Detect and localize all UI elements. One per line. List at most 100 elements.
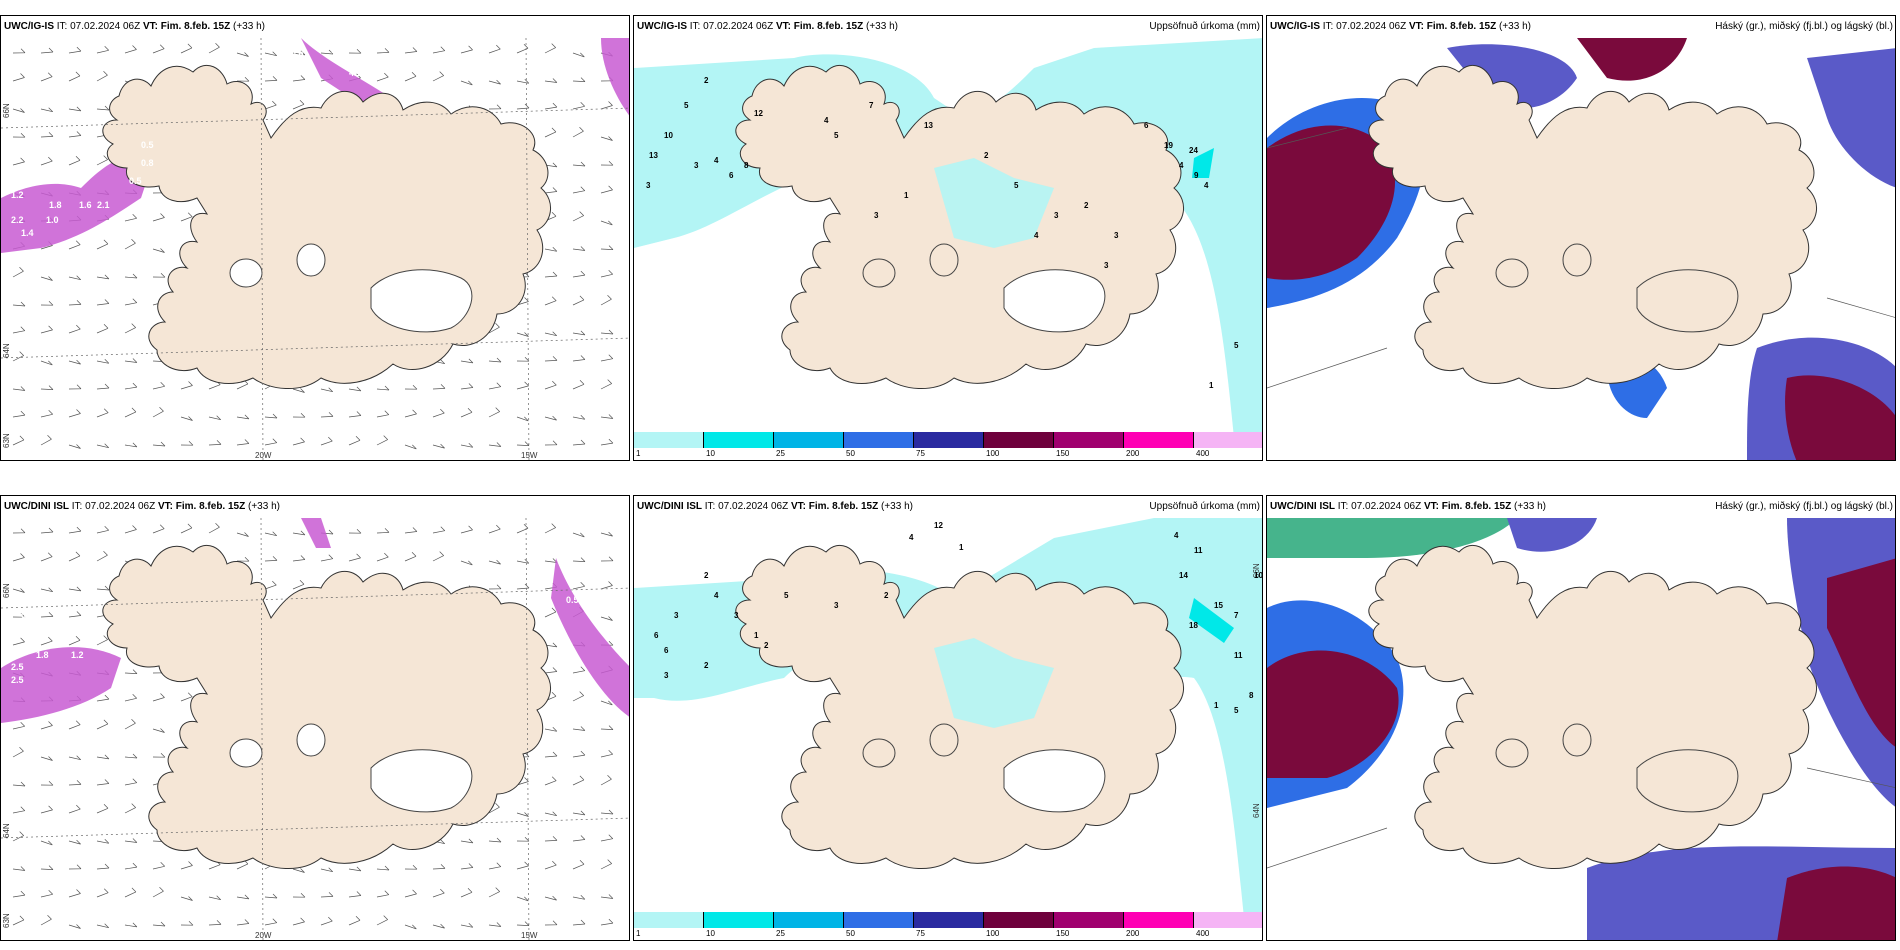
wind-barb	[124, 327, 136, 334]
wind-barb	[544, 248, 557, 252]
cloud-high-west	[1267, 650, 1399, 778]
wind-barb	[432, 388, 446, 390]
wind-barb	[68, 159, 81, 166]
wind-barb	[600, 896, 613, 899]
iceland-land	[102, 64, 552, 390]
wind-barb	[572, 359, 585, 362]
wind-barb	[460, 360, 473, 364]
wind-barb	[292, 583, 305, 590]
wind-barb	[488, 386, 501, 390]
wind-barb	[600, 753, 613, 758]
wind-barb	[572, 863, 585, 870]
wind-barb	[348, 868, 361, 872]
wind-barb	[152, 48, 165, 54]
map-value-label: 3	[674, 611, 679, 620]
wind-barb	[404, 444, 417, 450]
map-value-label: 3	[1104, 261, 1109, 270]
wind-barb	[180, 416, 193, 421]
wind-barb	[488, 891, 500, 898]
wind-barb	[68, 135, 81, 138]
map-value-label: 3	[1114, 231, 1119, 240]
wind-barb	[516, 80, 529, 84]
legend-label: 1	[636, 929, 641, 938]
wind-barb	[152, 217, 165, 222]
wind-barb	[208, 46, 220, 54]
wind-barb	[544, 131, 557, 138]
wind-barb	[124, 722, 136, 730]
wind-barb	[376, 52, 390, 54]
wind-barb	[488, 411, 500, 418]
wind-barb	[572, 532, 585, 538]
wind-barb	[124, 49, 137, 54]
wind-barb	[544, 728, 557, 732]
map-value-label: 2.1	[97, 200, 110, 210]
wind-barb	[320, 896, 334, 898]
map-value-label: 6	[654, 631, 659, 640]
wind-barb	[208, 526, 220, 534]
map-value-label: 0.5	[566, 595, 579, 605]
wind-barb	[40, 245, 53, 250]
wind-barb	[40, 640, 53, 646]
map-value-label: 5	[834, 131, 839, 140]
map-value-label: 6	[664, 646, 669, 655]
wind-barb	[208, 896, 221, 901]
wind-barb	[152, 444, 166, 447]
map-value-label: 2	[764, 641, 769, 650]
wind-barb	[432, 924, 445, 929]
legend-label: 100	[986, 929, 1000, 938]
wind-barb	[96, 243, 109, 250]
map-value-label: 2.5	[11, 662, 24, 672]
precip-area-heavy	[1192, 148, 1214, 178]
wind-barb	[68, 840, 81, 845]
map-value-label: 3	[646, 181, 651, 190]
legend-swatch	[844, 432, 914, 448]
glacier-langjokull	[229, 258, 263, 288]
wind-barb	[124, 782, 137, 786]
wind-barb	[40, 76, 53, 82]
legend-label: 200	[1126, 449, 1140, 458]
wind-barb	[432, 868, 446, 870]
wind-barb	[572, 299, 585, 306]
map-value-label: 4	[1204, 181, 1209, 190]
precip-area-west	[1, 157, 151, 253]
wind-barb	[376, 76, 389, 82]
wind-barb	[572, 416, 585, 420]
wind-barb	[68, 615, 81, 618]
wind-barb	[96, 276, 109, 280]
wind-barb	[12, 355, 24, 362]
wind-barb	[96, 444, 109, 449]
wind-barb	[572, 923, 586, 926]
wind-barb	[600, 863, 612, 870]
lat-label-63n: 63N	[2, 433, 11, 448]
wind-barb	[208, 444, 222, 446]
map-value-label: 0.9	[291, 50, 304, 60]
wind-barb	[600, 616, 613, 621]
map-value-label: 11	[1234, 651, 1243, 660]
map-value-label: 7	[1234, 611, 1239, 620]
wind-barb	[124, 444, 137, 448]
wind-barb	[236, 52, 249, 57]
wind-barb	[236, 416, 249, 420]
map-value-label: 4	[824, 116, 829, 125]
wind-barb	[68, 444, 81, 449]
map-value-label: 4	[909, 533, 914, 542]
wind-barb	[40, 360, 53, 366]
wind-barb	[544, 527, 556, 534]
precip-legend: 1 10 25 50 75 100 150 200 400	[634, 912, 1262, 940]
wind-barb	[40, 438, 52, 446]
wind-barb	[404, 75, 417, 82]
wind-barb	[516, 416, 529, 422]
wind-barb	[292, 388, 305, 393]
wind-barb	[152, 924, 166, 927]
wind-barb	[96, 49, 109, 54]
glacier-hofsjokull	[296, 243, 326, 277]
wind-barb	[96, 387, 110, 390]
wind-barb	[96, 159, 108, 166]
wind-barb	[124, 360, 137, 363]
wind-barb	[68, 413, 81, 418]
wind-barb	[124, 924, 137, 928]
wind-barb	[600, 728, 614, 730]
wind-barb	[404, 893, 417, 898]
map-value-label: 7	[869, 101, 874, 110]
